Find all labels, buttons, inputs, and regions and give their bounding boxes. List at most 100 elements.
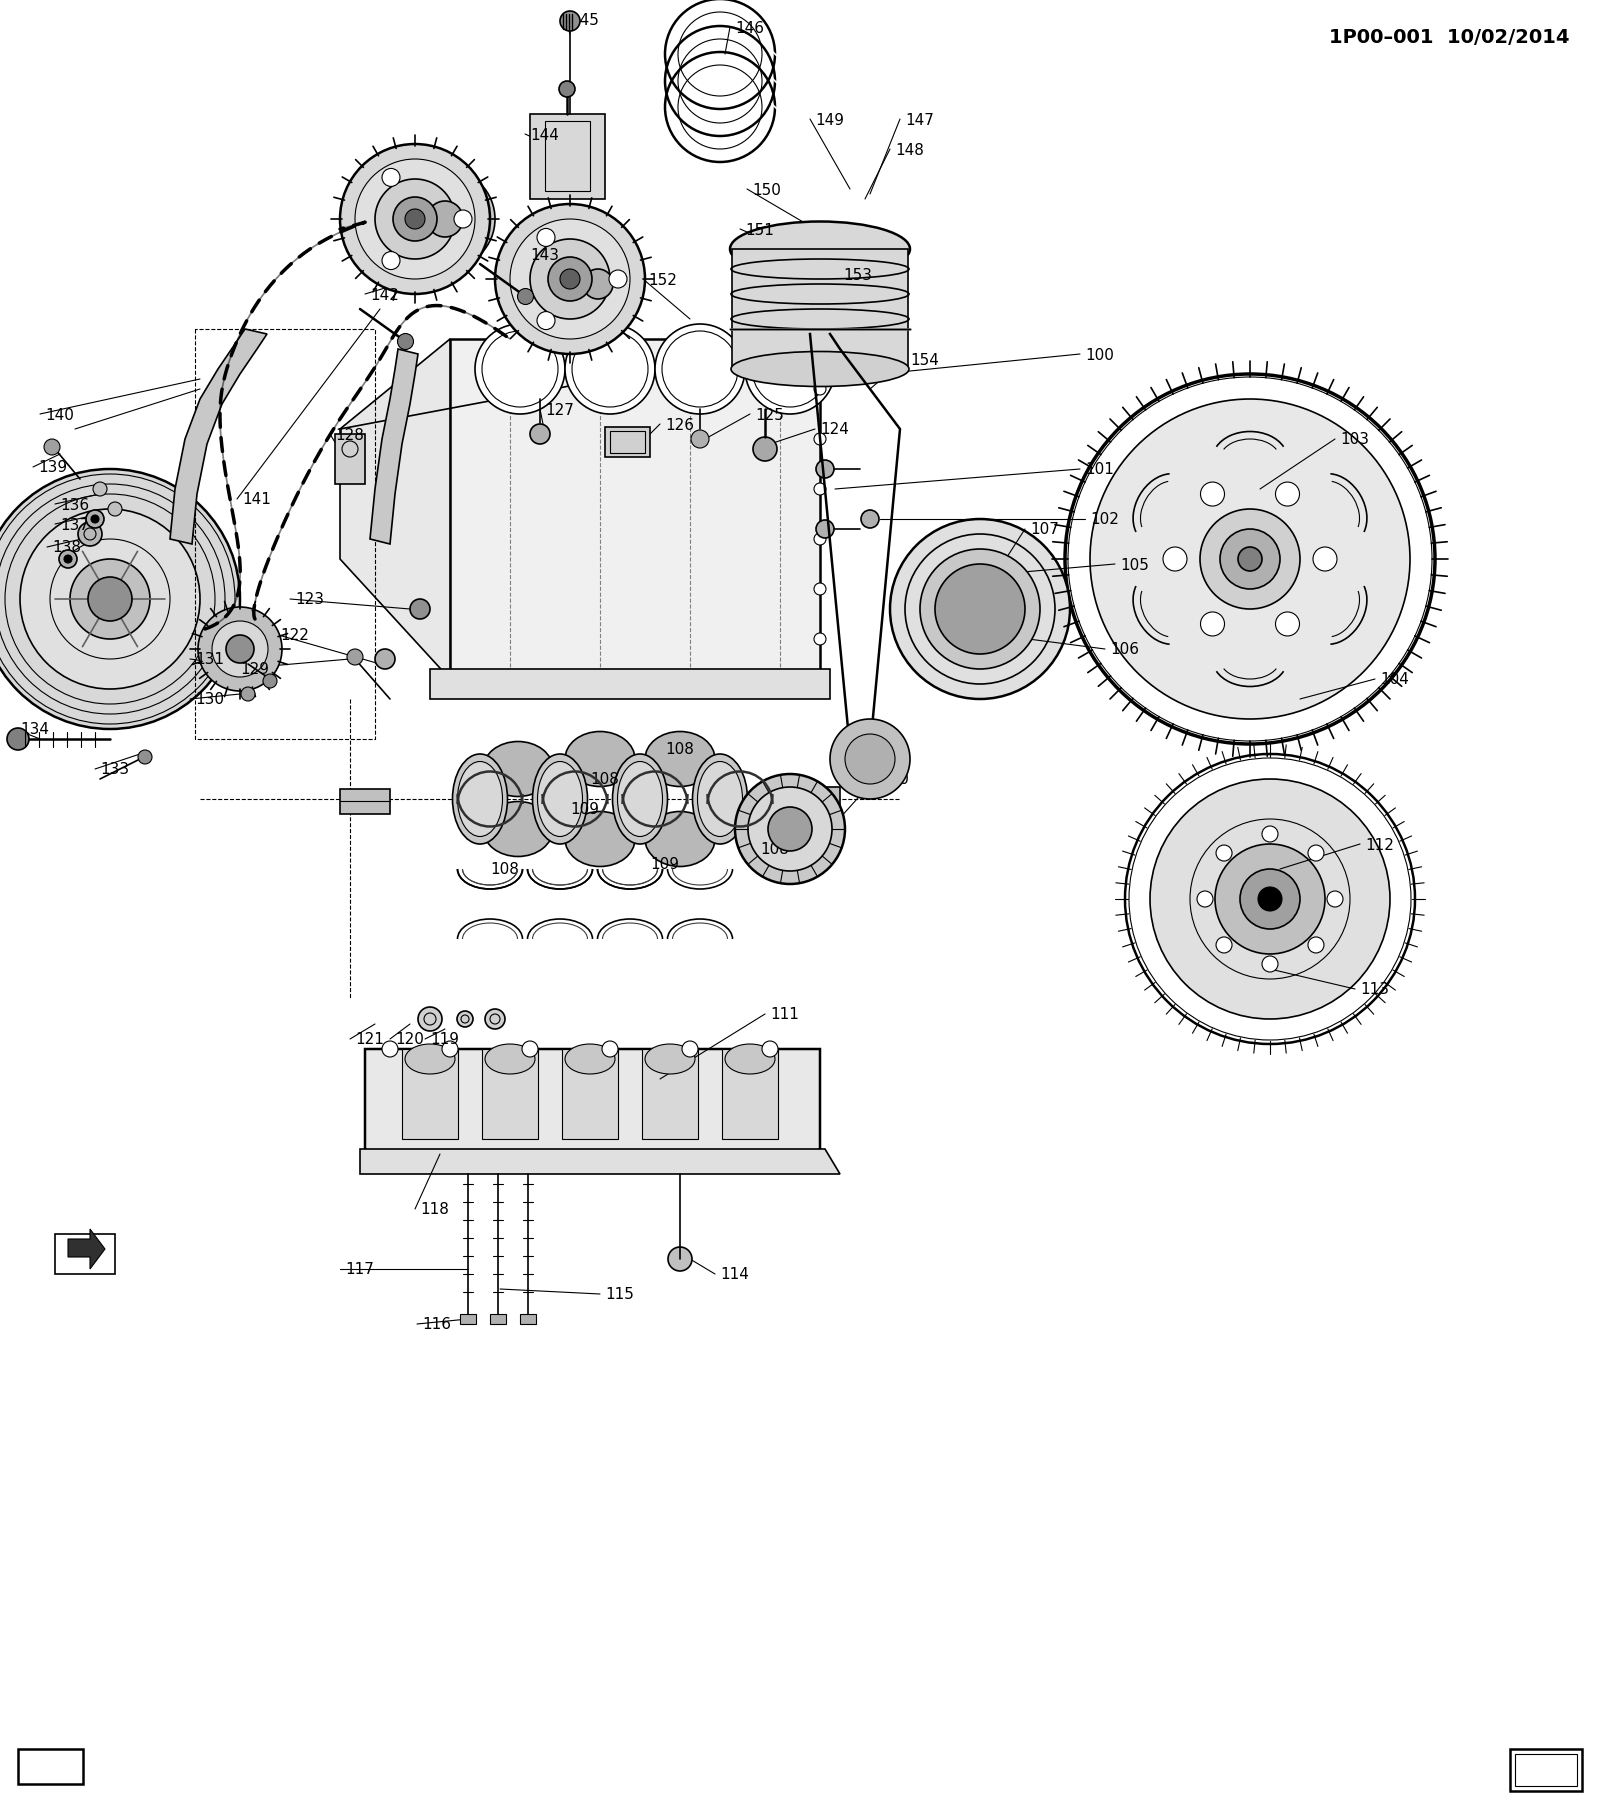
Circle shape <box>814 534 826 547</box>
Polygon shape <box>341 340 450 680</box>
Circle shape <box>610 271 627 289</box>
Circle shape <box>1163 548 1187 572</box>
Bar <box>642 1050 698 1140</box>
Circle shape <box>538 230 555 248</box>
Text: 109: 109 <box>570 802 598 816</box>
Circle shape <box>522 1041 538 1057</box>
Circle shape <box>1258 888 1282 912</box>
Text: 136: 136 <box>61 498 90 512</box>
Text: 154: 154 <box>910 352 939 367</box>
Text: 114: 114 <box>720 1268 749 1282</box>
Circle shape <box>226 636 254 663</box>
Ellipse shape <box>533 755 587 845</box>
Circle shape <box>64 556 72 565</box>
Circle shape <box>45 441 61 455</box>
Circle shape <box>198 608 282 692</box>
Circle shape <box>746 325 835 415</box>
Circle shape <box>1216 845 1232 861</box>
Circle shape <box>1197 892 1213 908</box>
Text: 127: 127 <box>546 403 574 417</box>
Circle shape <box>6 728 29 750</box>
Text: 140: 140 <box>45 408 74 423</box>
Circle shape <box>768 807 813 852</box>
Text: 148: 148 <box>894 142 923 158</box>
Ellipse shape <box>613 755 667 845</box>
Circle shape <box>602 1041 618 1057</box>
Text: 130: 130 <box>195 692 224 707</box>
Ellipse shape <box>453 755 507 845</box>
Ellipse shape <box>485 1045 534 1075</box>
Circle shape <box>405 210 426 230</box>
Text: 120: 120 <box>395 1032 424 1046</box>
Circle shape <box>242 687 254 701</box>
Circle shape <box>355 160 475 280</box>
Circle shape <box>510 219 630 340</box>
Circle shape <box>890 520 1070 699</box>
Circle shape <box>88 577 133 622</box>
Circle shape <box>454 210 472 228</box>
Circle shape <box>560 13 581 32</box>
Polygon shape <box>370 351 418 545</box>
Text: 153: 153 <box>843 268 872 282</box>
Text: 108: 108 <box>760 841 789 858</box>
Text: nh: nh <box>40 1760 59 1775</box>
Circle shape <box>1221 530 1280 590</box>
Ellipse shape <box>618 762 662 838</box>
Text: 150: 150 <box>752 182 781 198</box>
Circle shape <box>1262 957 1278 973</box>
Circle shape <box>814 484 826 496</box>
Bar <box>54 1233 115 1275</box>
Circle shape <box>734 775 845 885</box>
Circle shape <box>1307 845 1323 861</box>
Circle shape <box>814 633 826 645</box>
Polygon shape <box>341 789 390 814</box>
Bar <box>482 1050 538 1140</box>
Circle shape <box>1238 548 1262 572</box>
Circle shape <box>517 289 533 306</box>
Ellipse shape <box>483 743 554 797</box>
Circle shape <box>814 383 826 396</box>
Ellipse shape <box>725 1045 774 1075</box>
Ellipse shape <box>483 802 554 858</box>
Ellipse shape <box>565 1045 614 1075</box>
Text: 131: 131 <box>195 653 224 667</box>
Text: FRT: FRT <box>67 1244 88 1255</box>
Circle shape <box>1150 780 1390 1019</box>
Circle shape <box>0 469 240 730</box>
Text: 152: 152 <box>648 271 677 288</box>
Bar <box>334 435 365 485</box>
Circle shape <box>93 482 107 496</box>
Circle shape <box>213 622 269 678</box>
Text: 129: 129 <box>240 662 269 678</box>
Text: ®: ® <box>1541 1773 1550 1782</box>
Circle shape <box>1200 613 1224 636</box>
Bar <box>18 1749 83 1784</box>
Text: 147: 147 <box>906 113 934 128</box>
Text: 106: 106 <box>1110 642 1139 656</box>
Text: 144: 144 <box>530 128 558 142</box>
Circle shape <box>749 788 832 872</box>
Text: 104: 104 <box>1379 672 1410 687</box>
Circle shape <box>382 169 400 187</box>
Circle shape <box>816 460 834 478</box>
Circle shape <box>394 198 437 243</box>
Circle shape <box>554 239 643 329</box>
Circle shape <box>568 255 629 315</box>
Circle shape <box>109 503 122 516</box>
Text: 103: 103 <box>1341 432 1370 448</box>
Bar <box>722 1050 778 1140</box>
Circle shape <box>1240 870 1299 930</box>
Text: 111: 111 <box>770 1007 798 1021</box>
Circle shape <box>1216 937 1232 953</box>
Circle shape <box>669 1248 693 1271</box>
Circle shape <box>530 239 610 320</box>
Circle shape <box>920 550 1040 669</box>
Text: 113: 113 <box>1360 982 1389 996</box>
Ellipse shape <box>405 1045 454 1075</box>
Bar <box>562 1050 618 1140</box>
Text: 110: 110 <box>880 771 909 788</box>
Circle shape <box>814 433 826 446</box>
Ellipse shape <box>645 813 715 867</box>
Text: 105: 105 <box>1120 557 1149 572</box>
Text: 146: 146 <box>734 20 765 36</box>
